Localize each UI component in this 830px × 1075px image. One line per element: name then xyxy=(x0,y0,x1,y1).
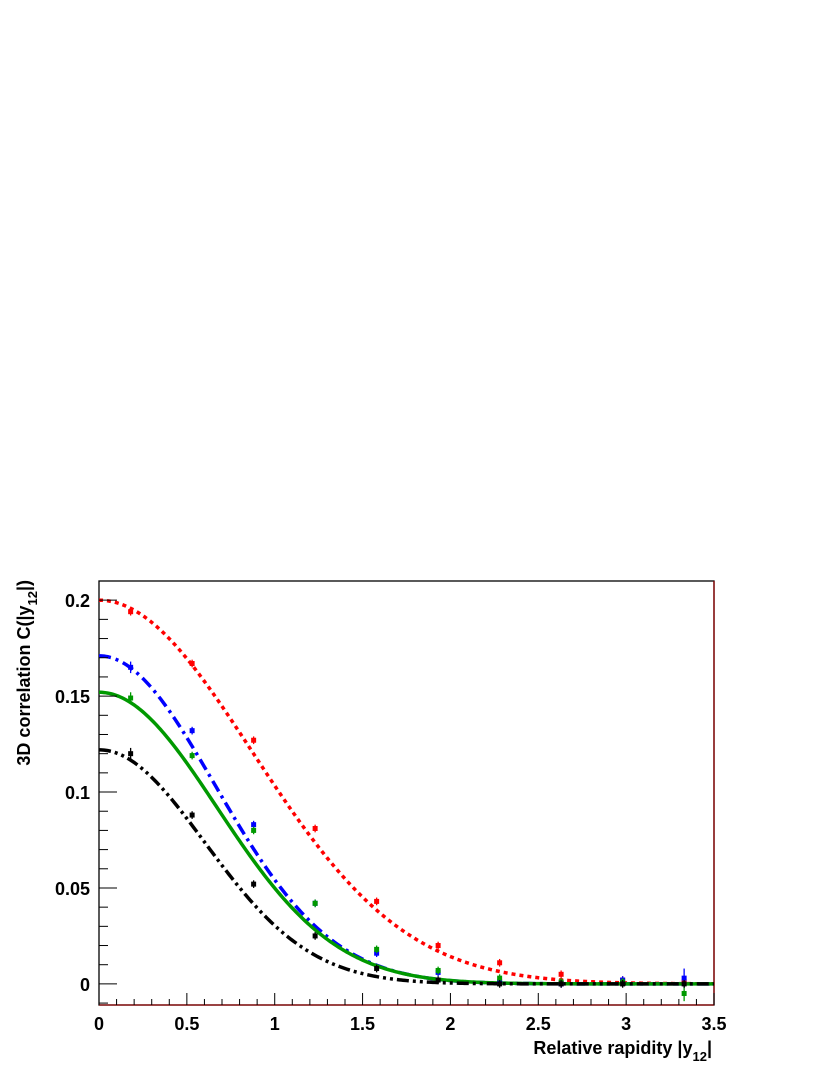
data-point xyxy=(128,661,134,674)
x-tick-label: 0 xyxy=(94,1014,104,1034)
data-point xyxy=(558,980,564,988)
point-marker xyxy=(128,751,134,757)
data-point xyxy=(251,880,257,888)
data-point xyxy=(128,607,134,616)
point-marker xyxy=(681,981,687,987)
data-point xyxy=(128,692,134,704)
point-marker xyxy=(558,971,564,977)
point-marker xyxy=(128,664,134,670)
point-marker xyxy=(497,975,503,981)
point-marker xyxy=(128,695,134,701)
data-point xyxy=(189,659,195,668)
point-marker xyxy=(189,660,195,666)
point-marker xyxy=(620,981,626,987)
y-tick-label: 0.05 xyxy=(55,879,90,899)
x-tick-label: 2 xyxy=(445,1014,455,1034)
data-point xyxy=(620,980,626,988)
y-tick-label: 0.15 xyxy=(55,687,90,707)
data-point xyxy=(435,941,441,950)
data-point xyxy=(128,747,134,760)
point-marker xyxy=(681,975,687,981)
point-marker xyxy=(558,981,564,987)
y-tick-label: 0 xyxy=(80,975,90,995)
data-points xyxy=(128,607,687,1002)
fit-curve-1 xyxy=(98,598,715,986)
point-marker xyxy=(497,981,503,987)
data-point xyxy=(497,980,503,988)
y-tick-label: 0.2 xyxy=(65,591,90,611)
point-marker xyxy=(435,977,441,983)
point-marker xyxy=(251,881,257,887)
data-point xyxy=(435,976,441,984)
data-point xyxy=(189,726,195,735)
point-marker xyxy=(251,827,257,833)
data-point xyxy=(312,932,318,940)
point-marker xyxy=(435,943,441,949)
plot-frame xyxy=(98,580,715,1006)
data-point xyxy=(251,736,257,745)
point-marker xyxy=(312,825,318,831)
y-tick-label: 0.1 xyxy=(65,783,90,803)
point-marker xyxy=(374,946,380,952)
point-marker xyxy=(128,609,134,615)
fit-curve-3 xyxy=(98,690,714,986)
data-point xyxy=(312,899,318,908)
point-marker xyxy=(189,753,195,759)
point-marker xyxy=(312,900,318,906)
data-point xyxy=(374,897,380,906)
data-point xyxy=(681,985,687,1002)
point-marker xyxy=(189,812,195,818)
data-point xyxy=(558,970,564,979)
x-tick-label: 0.5 xyxy=(174,1014,199,1034)
y-axis-title: 3D correlation C(|y12|) xyxy=(14,580,40,766)
point-marker xyxy=(251,737,257,743)
x-tick-label: 3 xyxy=(621,1014,631,1034)
point-marker xyxy=(497,960,503,966)
data-point xyxy=(312,824,318,833)
point-marker xyxy=(189,728,195,734)
fit-curve-4 xyxy=(98,748,714,986)
point-marker xyxy=(251,822,257,828)
point-marker xyxy=(681,990,687,996)
x-tick-label: 3.5 xyxy=(701,1014,726,1034)
data-point xyxy=(189,751,195,760)
x-tick-label: 1.5 xyxy=(350,1014,375,1034)
data-point xyxy=(251,826,257,835)
x-axis-title: Relative rapidity |y12| xyxy=(533,1038,712,1064)
x-axis: 0 0.5 1 1.5 2 2.5 3 3.5 xyxy=(94,993,727,1034)
data-point xyxy=(497,958,503,967)
y-axis: 0 0.05 0.1 0.15 0.2 xyxy=(55,591,117,1004)
data-point xyxy=(435,966,441,975)
fit-curve-2 xyxy=(98,654,714,986)
x-tick-label: 1 xyxy=(270,1014,280,1034)
point-marker xyxy=(435,967,441,973)
data-point xyxy=(374,964,380,973)
data-point xyxy=(189,811,195,819)
point-marker xyxy=(312,933,318,939)
x-tick-label: 2.5 xyxy=(526,1014,551,1034)
data-point xyxy=(374,945,380,954)
fit-curves xyxy=(98,598,715,986)
point-marker xyxy=(374,898,380,904)
data-point xyxy=(681,980,687,988)
point-marker xyxy=(374,966,380,972)
